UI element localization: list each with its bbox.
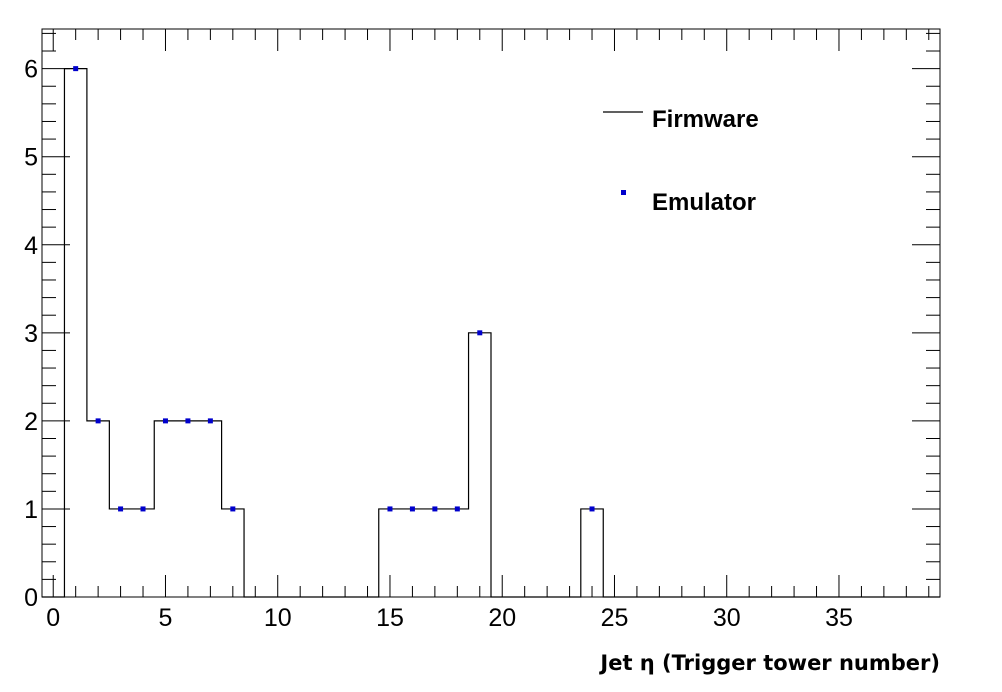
x-tick-label: 10 xyxy=(264,604,292,632)
x-tick-label: 25 xyxy=(601,604,629,632)
emulator-point xyxy=(454,506,460,512)
firmware-step-line xyxy=(42,68,940,598)
emulator-point xyxy=(118,506,124,512)
emulator-point xyxy=(95,418,101,424)
emulator-point xyxy=(409,506,415,512)
x-tick-label: 0 xyxy=(46,604,60,632)
y-tick-label: 4 xyxy=(24,232,38,260)
legend-firmware-label: Firmware xyxy=(652,106,759,133)
y-tick-label: 5 xyxy=(24,144,38,172)
y-tick-label: 3 xyxy=(24,320,38,348)
y-tick-label: 1 xyxy=(24,496,38,524)
y-tick-label: 2 xyxy=(24,408,38,436)
legend-emulator-swatch xyxy=(621,190,626,195)
x-tick-label: 35 xyxy=(825,604,853,632)
emulator-point xyxy=(387,506,393,512)
emulator-marker-series xyxy=(73,66,595,512)
y-tick-label: 6 xyxy=(24,56,38,84)
x-tick-label: 5 xyxy=(159,604,173,632)
emulator-point xyxy=(185,418,191,424)
x-tick-label: 20 xyxy=(488,604,516,632)
emulator-point xyxy=(432,506,438,512)
x-axis-title: Jet η (Trigger tower number) xyxy=(598,651,940,675)
y-tick-label: 0 xyxy=(24,584,38,612)
emulator-point xyxy=(477,330,483,336)
emulator-point xyxy=(207,418,213,424)
emulator-point xyxy=(230,506,236,512)
emulator-point xyxy=(73,66,79,72)
x-tick-label: 30 xyxy=(713,604,741,632)
emulator-point xyxy=(589,506,595,512)
emulator-point xyxy=(162,418,168,424)
legend: Firmware Emulator xyxy=(603,106,759,216)
axis-tick-labels: 0 5 10 15 20 25 30 35 0 1 2 3 4 5 6 xyxy=(24,56,853,632)
legend-emulator-label: Emulator xyxy=(652,189,756,216)
x-tick-label: 15 xyxy=(376,604,404,632)
emulator-point xyxy=(140,506,146,512)
firmware-step-series xyxy=(42,68,940,598)
